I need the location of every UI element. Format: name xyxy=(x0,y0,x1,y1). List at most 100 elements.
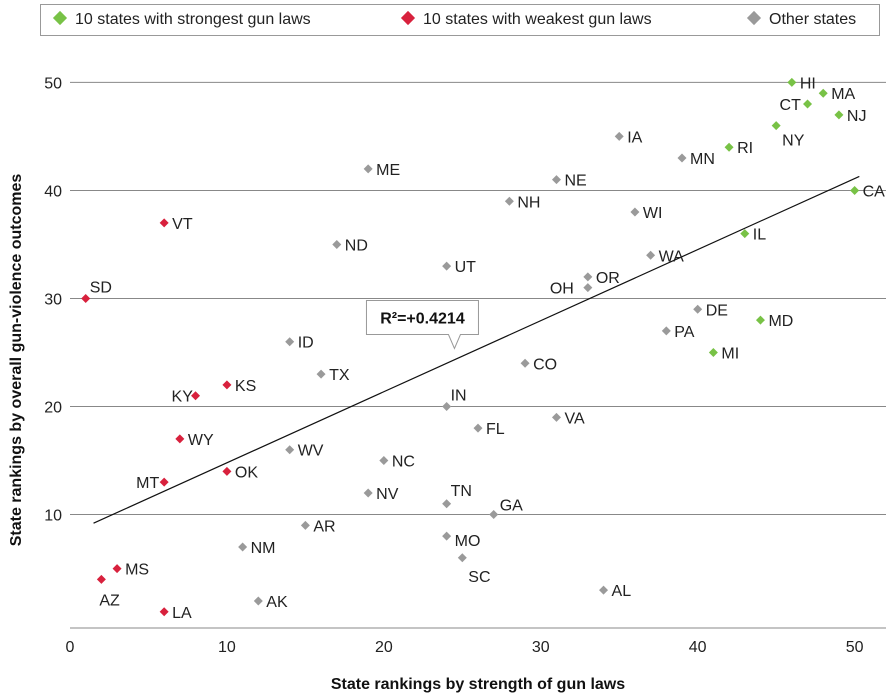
point-nh xyxy=(504,196,514,206)
x-axis-label: State rankings by strength of gun laws xyxy=(330,676,626,693)
annotation-text: R²=+0.4214 xyxy=(380,311,465,328)
point-label-md: MD xyxy=(768,313,793,330)
legend-label-weakest: 10 states with weakest gun laws xyxy=(423,11,652,28)
point-hi xyxy=(787,77,797,87)
point-label-mt: MT xyxy=(136,475,159,492)
point-or xyxy=(583,272,593,282)
point-label-sd: SD xyxy=(90,279,112,296)
point-label-nc: NC xyxy=(392,454,415,471)
x-tick-label: 40 xyxy=(689,639,707,656)
x-tick-label: 30 xyxy=(532,639,550,656)
point-label-wa: WA xyxy=(659,248,685,265)
point-ia xyxy=(614,131,624,141)
point-label-il: IL xyxy=(753,227,766,244)
point-label-vt: VT xyxy=(172,216,193,233)
point-tn xyxy=(442,499,452,509)
point-ma xyxy=(818,88,828,98)
x-tick-label: 50 xyxy=(846,639,864,656)
point-label-az: AZ xyxy=(99,592,120,609)
point-ga xyxy=(489,510,499,520)
point-ar xyxy=(300,520,310,530)
point-label-mo: MO xyxy=(455,533,481,550)
point-label-ok: OK xyxy=(235,464,258,481)
point-wy xyxy=(175,434,185,444)
x-tick-label: 0 xyxy=(66,639,75,656)
point-az xyxy=(96,574,106,584)
point-label-me: ME xyxy=(376,162,400,179)
y-axis-label: State rankings by overall gun-violence o… xyxy=(8,173,25,547)
legend-label-strongest: 10 states with strongest gun laws xyxy=(75,11,311,28)
point-label-ks: KS xyxy=(235,378,256,395)
point-mo xyxy=(442,531,452,541)
legend-item-weakest: 10 states with weakest gun laws xyxy=(400,10,652,29)
point-ok xyxy=(222,466,232,476)
point-mi xyxy=(708,348,718,358)
legend-label-other: Other states xyxy=(769,11,857,28)
annotation-box xyxy=(365,300,479,350)
point-fl xyxy=(473,423,483,433)
point-wa xyxy=(646,250,656,260)
point-label-co: CO xyxy=(533,356,557,373)
point-va xyxy=(551,412,561,422)
point-label-hi: HI xyxy=(800,75,816,92)
legend: 10 states with strongest gun laws 10 sta… xyxy=(40,4,880,36)
point-ne xyxy=(551,175,561,185)
point-label-al: AL xyxy=(612,583,632,600)
point-label-or: OR xyxy=(596,270,620,287)
point-label-id: ID xyxy=(298,335,314,352)
point-nv xyxy=(363,488,373,498)
point-al xyxy=(599,585,609,595)
point-label-de: DE xyxy=(706,302,728,319)
point-label-ia: IA xyxy=(627,129,642,146)
point-ct xyxy=(803,99,813,109)
point-la xyxy=(159,607,169,617)
point-in xyxy=(442,402,452,412)
point-label-pa: PA xyxy=(674,324,694,341)
point-label-ky: KY xyxy=(172,389,194,406)
point-label-oh: OH xyxy=(550,281,574,298)
x-tick-label: 10 xyxy=(218,639,236,656)
point-ak xyxy=(253,596,263,606)
point-label-ct: CT xyxy=(780,97,802,114)
point-nc xyxy=(379,456,389,466)
point-label-ne: NE xyxy=(564,173,586,190)
point-pa xyxy=(661,326,671,336)
x-tick-label: 20 xyxy=(375,639,393,656)
point-nj xyxy=(834,110,844,120)
point-label-nv: NV xyxy=(376,486,399,503)
point-label-ny: NY xyxy=(782,133,805,150)
point-label-nd: ND xyxy=(345,237,368,254)
point-label-ri: RI xyxy=(737,140,753,157)
trendline xyxy=(93,175,860,524)
point-label-nm: NM xyxy=(251,540,276,557)
point-label-ma: MA xyxy=(831,86,855,103)
point-ut xyxy=(442,261,452,271)
point-label-mi: MI xyxy=(721,346,739,363)
point-label-ak: AK xyxy=(266,594,288,611)
point-il xyxy=(740,229,750,239)
point-label-wy: WY xyxy=(188,432,214,449)
point-label-nj: NJ xyxy=(847,108,867,125)
point-ks xyxy=(222,380,232,390)
point-wi xyxy=(630,207,640,217)
point-label-wi: WI xyxy=(643,205,663,222)
point-label-tx: TX xyxy=(329,367,350,384)
y-tick-label: 40 xyxy=(44,183,62,200)
point-label-va: VA xyxy=(564,410,584,427)
point-oh xyxy=(583,283,593,293)
point-label-ga: GA xyxy=(500,498,523,515)
point-vt xyxy=(159,218,169,228)
point-ky xyxy=(191,391,201,401)
point-ny xyxy=(771,121,781,131)
y-axis-label-wrap: State rankings by overall gun-violence o… xyxy=(5,120,29,600)
point-wv xyxy=(285,445,295,455)
point-label-ca: CA xyxy=(863,183,886,200)
y-tick-label: 20 xyxy=(44,400,62,417)
point-ri xyxy=(724,142,734,152)
point-mt xyxy=(159,477,169,487)
point-label-ut: UT xyxy=(455,259,477,276)
point-label-mn: MN xyxy=(690,151,715,168)
y-tick-label: 30 xyxy=(44,291,62,308)
point-mn xyxy=(677,153,687,163)
